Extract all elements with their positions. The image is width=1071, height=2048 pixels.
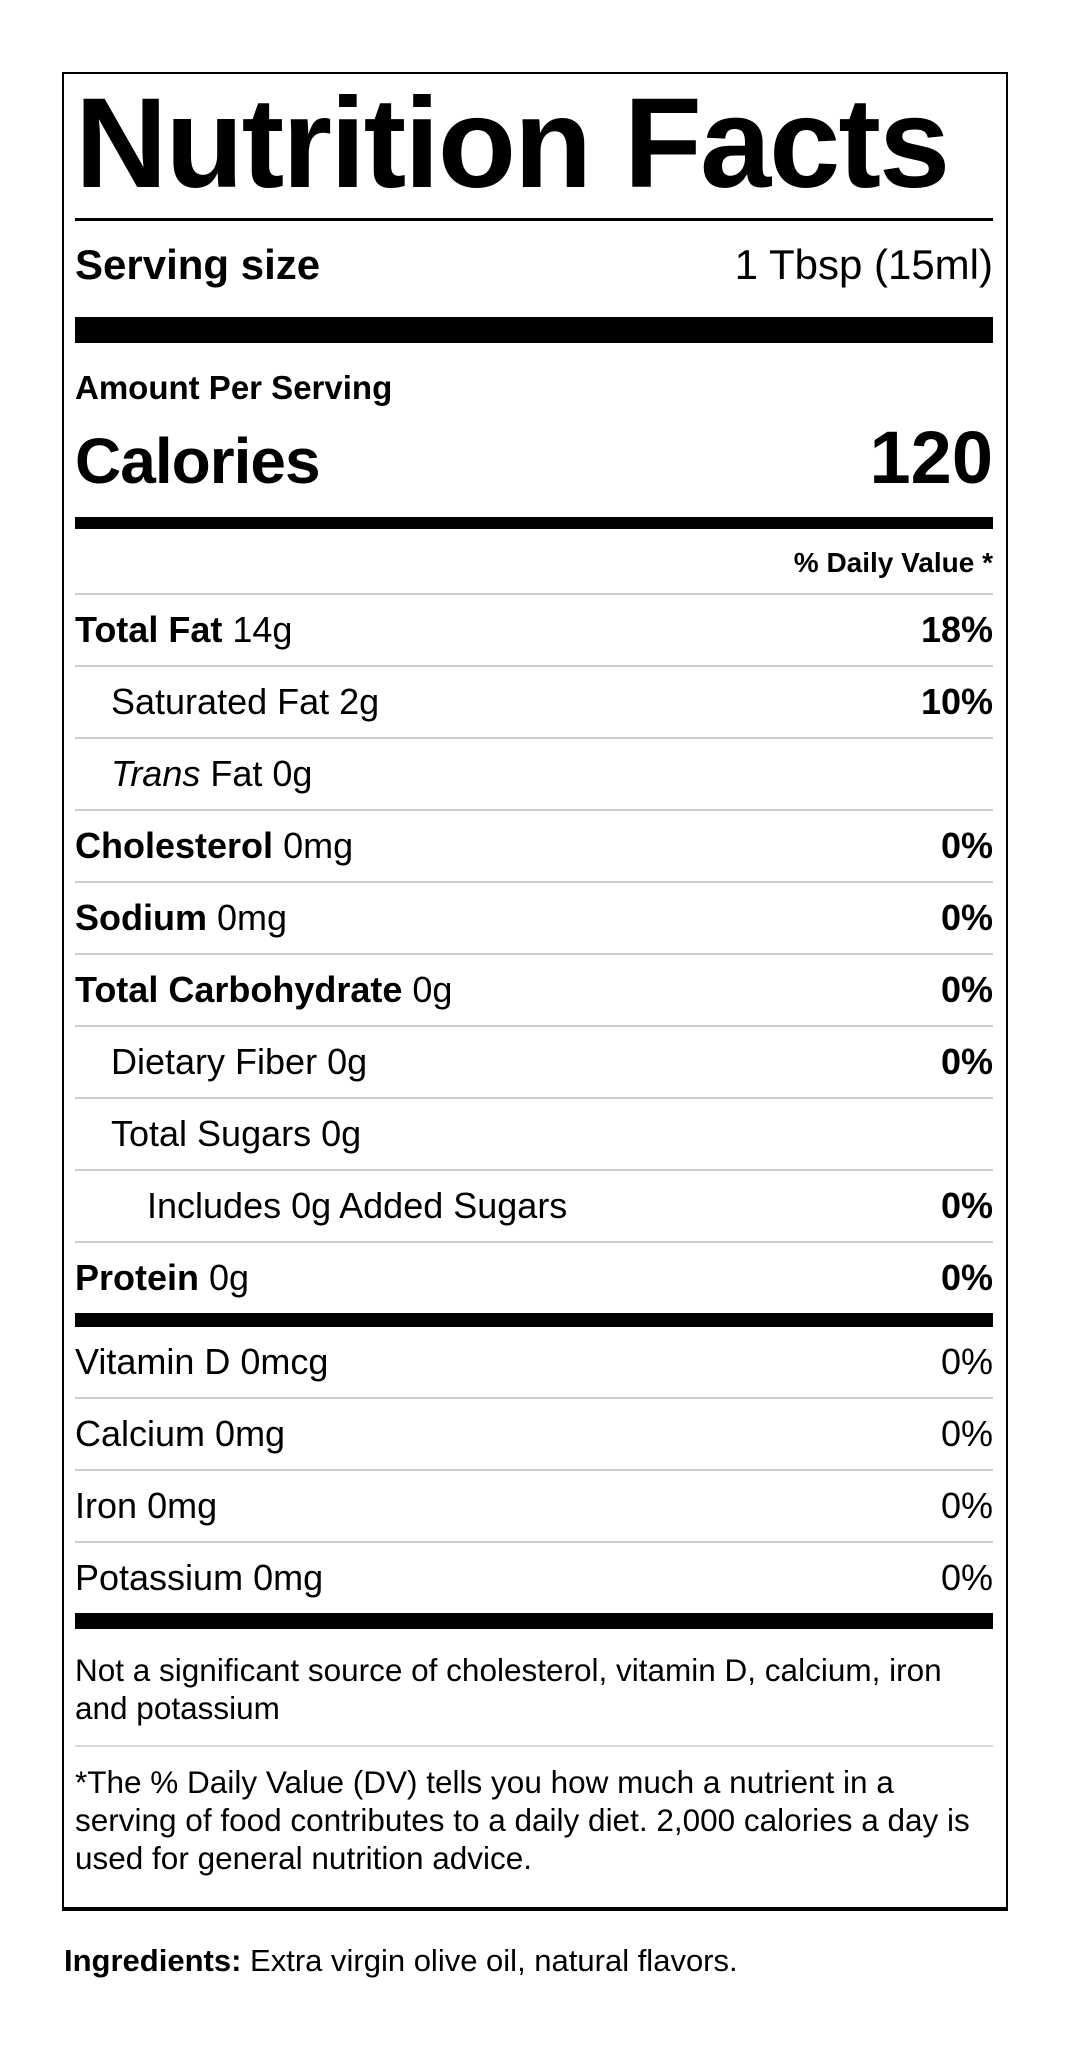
nutrient-name: Vitamin D: [75, 1341, 231, 1382]
nutrient-name: Dietary Fiber: [111, 1041, 318, 1082]
calories-label: Calories: [75, 425, 321, 497]
nutrient-name: Saturated Fat: [111, 681, 330, 722]
nutrient-dv: 18%: [920, 609, 993, 650]
nutrient-dv: 0%: [940, 1413, 993, 1454]
nutrient-row-added-sugars: Includes 0g Added Sugars 0%: [75, 1171, 993, 1243]
nutrient-dv: 0%: [940, 897, 993, 938]
nutrient-amount: 0g: [321, 1113, 362, 1154]
nutrient-amount: 0mg: [283, 825, 354, 866]
nutrient-row-protein: Protein 0g 0%: [75, 1243, 993, 1313]
nutrient-dv: 0%: [940, 1341, 993, 1382]
footnote-daily-value: *The % Daily Value (DV) tells you how mu…: [75, 1764, 970, 1876]
nutrient-dv: 0%: [940, 1041, 993, 1082]
nutrient-amount: 0mcg: [240, 1341, 329, 1382]
nutrient-row-total-carbohydrate: Total Carbohydrate 0g 0%: [75, 955, 993, 1027]
nutrient-dv: 0%: [940, 1257, 993, 1298]
nutrient-name: Includes 0g Added Sugars: [147, 1185, 568, 1226]
nutrient-amount: 0mg: [147, 1485, 218, 1526]
nutrient-amount: 0mg: [217, 897, 288, 938]
nutrient-dv: 0%: [940, 1185, 993, 1226]
nutrient-amount: 0mg: [215, 1413, 286, 1454]
nutrient-amount: 14g: [232, 609, 293, 650]
nutrient-dv: 0%: [940, 1557, 993, 1598]
medium-separator-bar: [75, 1313, 993, 1327]
nutrient-dv: 0%: [940, 1485, 993, 1526]
nutrient-name: Fat: [210, 753, 263, 794]
nutrition-facts-label: Nutrition Facts Serving size 1 Tbsp (15m…: [62, 72, 1008, 1911]
serving-size-value: 1 Tbsp (15ml): [734, 241, 993, 288]
nutrient-amount: 0g: [327, 1041, 368, 1082]
daily-value-header: % Daily Value *: [75, 529, 993, 595]
nutrient-row-sodium: Sodium 0mg 0%: [75, 883, 993, 955]
nutrient-name-italic: Trans: [111, 753, 201, 794]
serving-size-label: Serving size: [75, 241, 321, 288]
nutrient-name: Protein: [75, 1257, 200, 1298]
nutrient-amount: 0g: [209, 1257, 250, 1298]
nutrient-amount: 2g: [339, 681, 380, 722]
amount-per-serving-label: Amount Per Serving: [75, 369, 393, 406]
nutrient-name: Iron: [75, 1485, 138, 1526]
nutrient-name: Potassium: [75, 1557, 244, 1598]
nutrient-name: Sodium: [75, 897, 207, 938]
nutrient-dv: 0%: [940, 969, 993, 1010]
nutrient-row-total-fat: Total Fat 14g 18%: [75, 595, 993, 667]
nutrient-row-saturated-fat: Saturated Fat 2g 10%: [75, 667, 993, 739]
micronutrient-row-iron: Iron 0mg 0%: [75, 1471, 993, 1543]
nutrient-row-cholesterol: Cholesterol 0mg 0%: [75, 811, 993, 883]
nutrient-name: Cholesterol: [75, 825, 274, 866]
micronutrient-row-calcium: Calcium 0mg 0%: [75, 1399, 993, 1471]
micronutrient-row-potassium: Potassium 0mg 0%: [75, 1543, 993, 1613]
label-title: Nutrition Facts: [75, 74, 993, 221]
nutrient-name: Total Sugars: [111, 1113, 312, 1154]
ingredients-text: Extra virgin olive oil, natural flavors.: [250, 1943, 738, 1978]
serving-size-row: Serving size 1 Tbsp (15ml): [75, 221, 993, 317]
nutrient-dv: 0%: [940, 825, 993, 866]
nutrient-name: Total Fat: [75, 609, 223, 650]
nutrient-row-trans-fat: Trans Fat 0g: [75, 739, 993, 811]
nutrient-amount: 0mg: [253, 1557, 324, 1598]
nutrient-name: Total Carbohydrate: [75, 969, 403, 1010]
footnote-not-significant: Not a significant source of cholesterol,…: [75, 1629, 993, 1747]
nutrient-row-dietary-fiber: Dietary Fiber 0g 0%: [75, 1027, 993, 1099]
nutrient-row-total-sugars: Total Sugars 0g: [75, 1099, 993, 1171]
micronutrient-row-vitamin-d: Vitamin D 0mcg 0%: [75, 1327, 993, 1399]
medium-separator-bar: [75, 517, 993, 529]
nutrient-amount: 0g: [412, 969, 453, 1010]
nutrient-amount: 0g: [272, 753, 313, 794]
thick-separator-bar: [75, 1613, 993, 1629]
calories-row: Calories 120: [75, 407, 993, 517]
ingredients-line: Ingredients: Extra virgin olive oil, nat…: [64, 1942, 738, 1980]
thick-separator-bar: [75, 317, 993, 343]
nutrient-name: Calcium: [75, 1413, 206, 1454]
nutrient-dv: 10%: [920, 681, 993, 722]
calories-value: 120: [869, 416, 993, 499]
ingredients-label: Ingredients:: [64, 1943, 242, 1978]
